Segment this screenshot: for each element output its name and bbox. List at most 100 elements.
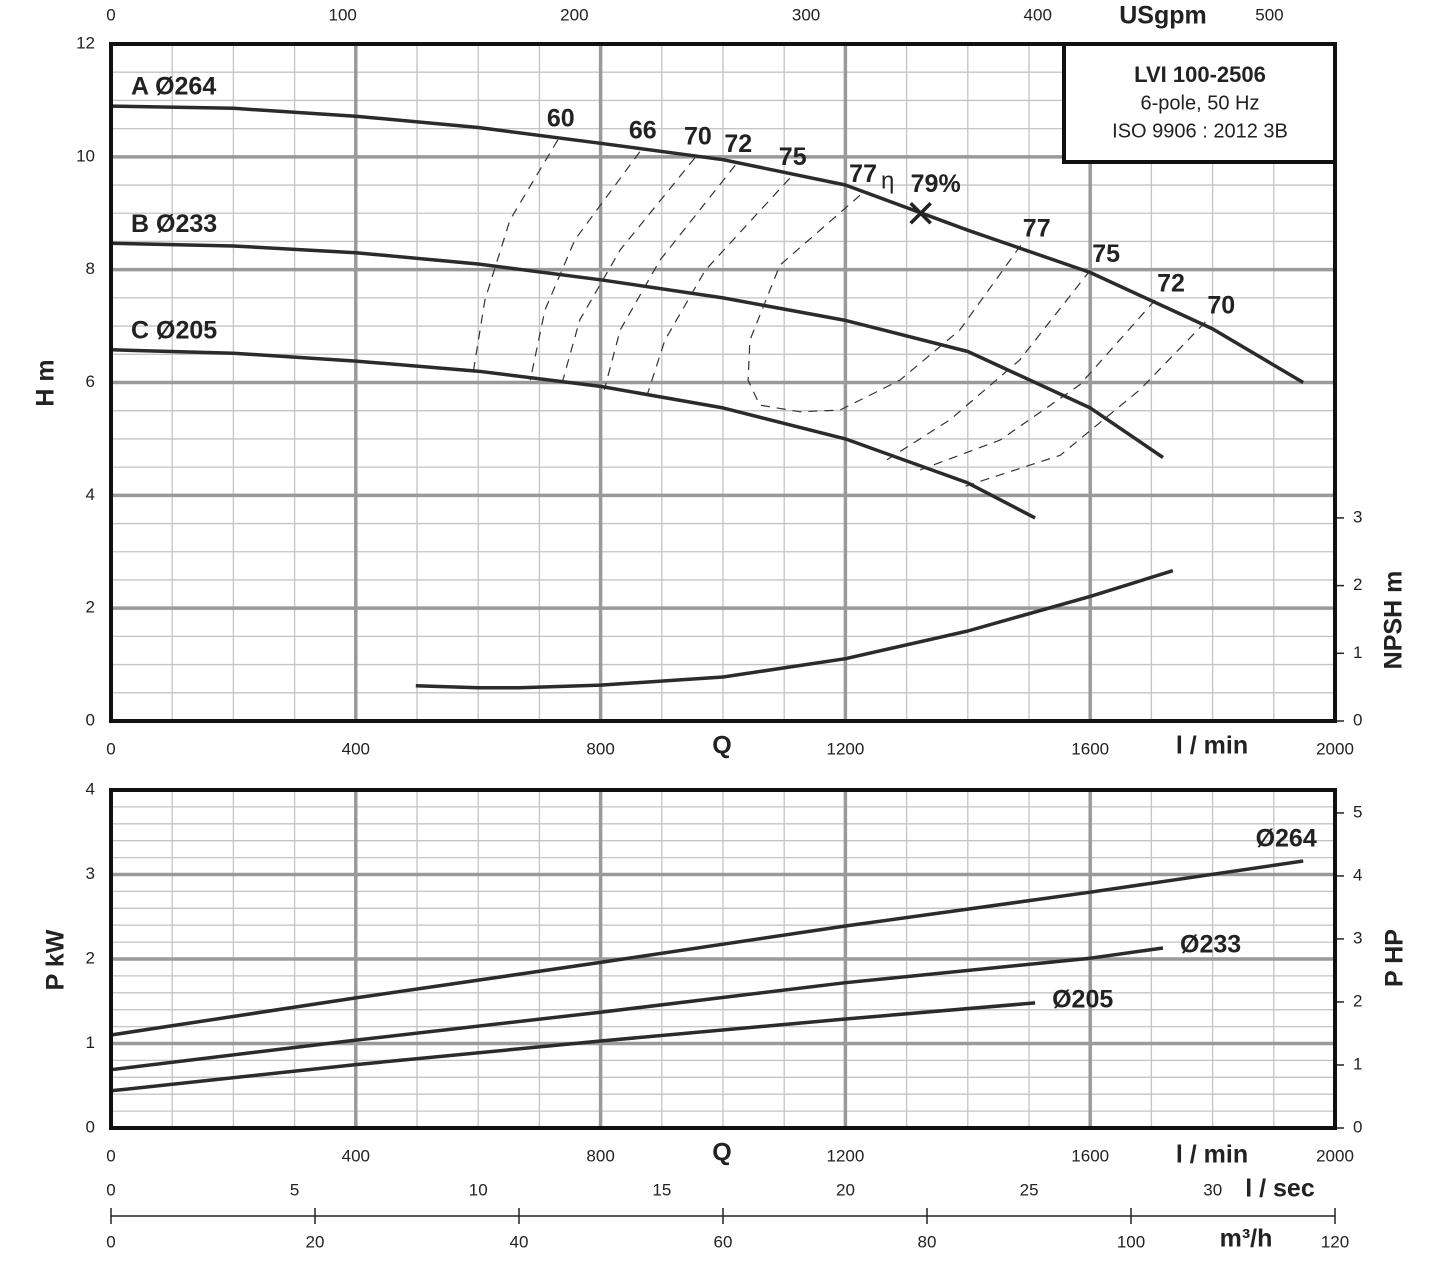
x3-axis-title: m³/h — [1220, 1225, 1273, 1253]
bep-symbol: η — [881, 168, 894, 195]
x2-tick-label: 100 — [328, 5, 356, 24]
curve-label: Ø264 — [1256, 825, 1317, 853]
x-tick-label: 2000 — [1316, 1146, 1354, 1165]
x3-tick-label: 40 — [510, 1232, 529, 1251]
x-tick-label: 1600 — [1071, 1146, 1109, 1165]
efficiency-label: 60 — [547, 105, 575, 133]
efficiency-label: 75 — [779, 143, 807, 171]
efficiency-contour — [919, 299, 1156, 471]
x2-tick-label: 0 — [106, 1180, 115, 1199]
y-tick-label: 0 — [86, 1117, 95, 1136]
x-tick-label: 0 — [106, 739, 115, 758]
x-tick-label: 1600 — [1071, 739, 1109, 758]
curve-label: Ø233 — [1180, 931, 1241, 959]
x-axis-title: Q — [712, 732, 731, 760]
x2-tick-label: 10 — [469, 1180, 488, 1199]
y-tick-label: 3 — [86, 864, 95, 883]
y-tick-label: 2 — [86, 598, 95, 617]
info-text: 6-pole, 50 Hz — [1141, 92, 1260, 114]
y2-tick-label: 3 — [1353, 928, 1362, 947]
curve — [110, 104, 1305, 385]
x3-tick-label: 60 — [714, 1232, 733, 1251]
efficiency-contour — [886, 269, 1091, 461]
y-tick-label: 2 — [86, 948, 95, 967]
efficiency-contour — [529, 151, 641, 381]
bep-label: 79% — [911, 170, 961, 198]
x2-tick-label: 20 — [836, 1180, 855, 1199]
efficiency-label: 72 — [1157, 270, 1185, 298]
efficiency-label: 66 — [629, 116, 657, 144]
curve-label: A Ø264 — [131, 73, 216, 101]
x2-axis-title: l / sec — [1245, 1175, 1315, 1203]
curve — [415, 569, 1174, 690]
x-tick-label: 800 — [586, 1146, 614, 1165]
efficiency-label: 75 — [1092, 240, 1120, 268]
x-tick-label: 0 — [106, 1146, 115, 1165]
x2-tick-label: 0 — [106, 5, 115, 24]
efficiency-label: 77 — [1023, 214, 1051, 242]
efficiency-label: 77 — [849, 160, 877, 188]
efficiency-label: 70 — [1207, 292, 1235, 320]
curve-label: Ø205 — [1052, 986, 1113, 1014]
x2-tick-label: 200 — [560, 5, 588, 24]
efficiency-contour — [472, 139, 559, 372]
x-tick-label: 1200 — [826, 739, 864, 758]
x-axis-unit: l / min — [1176, 732, 1248, 760]
plot-frame — [109, 788, 1337, 1130]
y-tick-label: 8 — [86, 259, 95, 278]
y2-tick-label: 1 — [1353, 1054, 1362, 1073]
x2-tick-label: 25 — [1020, 1180, 1039, 1199]
plot-frame — [109, 42, 1337, 723]
x2-tick-label: 15 — [652, 1180, 671, 1199]
y2-axis-title: P HP — [1381, 929, 1409, 987]
y2-tick-label: 4 — [1353, 865, 1362, 884]
efficiency-contour — [561, 157, 696, 384]
x-axis-unit: l / min — [1176, 1141, 1248, 1169]
y-tick-label: 10 — [76, 146, 95, 165]
info-text: LVI 100-2506 — [1134, 62, 1266, 87]
y-tick-label: 1 — [86, 1033, 95, 1052]
y-tick-label: 0 — [86, 710, 95, 729]
x3-tick-label: 20 — [306, 1232, 325, 1251]
y2-tick-label: 1 — [1353, 643, 1362, 662]
curve — [110, 946, 1164, 1072]
x3-tick-label: 80 — [918, 1232, 937, 1251]
efficiency-contour — [603, 164, 736, 390]
efficiency-label: 70 — [684, 123, 712, 151]
y2-tick-label: 2 — [1353, 991, 1362, 1010]
x2-tick-label: 400 — [1024, 5, 1052, 24]
x2-axis-title: USgpm — [1119, 2, 1207, 30]
y-tick-label: 4 — [86, 779, 95, 798]
y2-tick-label: 0 — [1353, 1117, 1362, 1136]
y2-tick-label: 2 — [1353, 575, 1362, 594]
y2-tick-label: 0 — [1353, 710, 1362, 729]
x-tick-label: 1200 — [826, 1146, 864, 1165]
x-tick-label: 2000 — [1316, 739, 1354, 758]
x-axis-title: Q — [712, 1139, 731, 1167]
bep-marker — [909, 202, 932, 225]
info-text: ISO 9906 : 2012 3B — [1112, 120, 1288, 142]
y2-tick-label: 5 — [1353, 802, 1362, 821]
efficiency-contour — [747, 194, 1026, 413]
y-tick-label: 4 — [86, 485, 95, 504]
x-tick-label: 400 — [342, 1146, 370, 1165]
info-box — [1062, 42, 1337, 164]
curve-label: B Ø233 — [131, 210, 217, 238]
efficiency-contour — [647, 177, 791, 394]
x2-tick-label: 300 — [792, 5, 820, 24]
y2-axis-title: NPSH m — [1380, 571, 1408, 670]
curve — [110, 859, 1304, 1037]
x2-tick-label: 30 — [1203, 1180, 1222, 1199]
y-axis-title: P kW — [42, 929, 70, 990]
x3-tick-label: 0 — [106, 1232, 115, 1251]
y-axis-title: H m — [32, 359, 60, 406]
efficiency-contour — [959, 321, 1206, 489]
curve — [110, 348, 1036, 520]
curve — [110, 1001, 1036, 1093]
y2-tick-label: 3 — [1353, 507, 1362, 526]
x3-tick-label: 120 — [1321, 1232, 1349, 1251]
efficiency-label: 72 — [724, 130, 752, 158]
x-tick-label: 800 — [586, 739, 614, 758]
